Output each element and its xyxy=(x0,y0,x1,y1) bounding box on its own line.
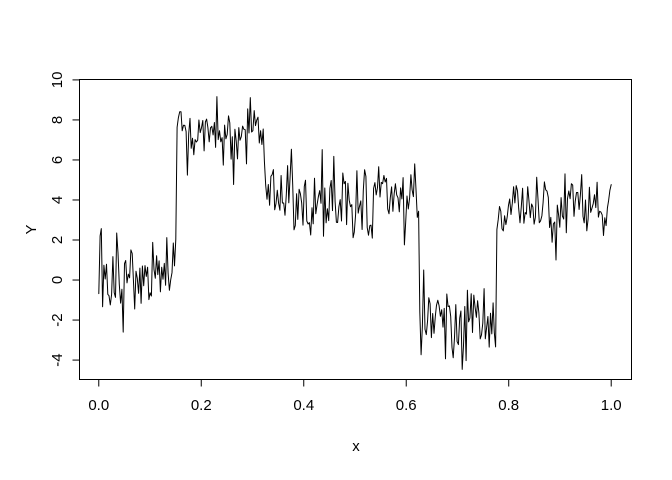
y-axis: -4 -2 0 2 4 6 8 10 xyxy=(49,72,80,367)
x-axis-label: x xyxy=(352,438,360,455)
plot-box xyxy=(79,79,632,380)
x-tick-label: 0.6 xyxy=(396,397,417,414)
x-tick-label: 1.0 xyxy=(601,397,622,414)
y-tick-label: 2 xyxy=(49,236,66,244)
y-tick-label: -2 xyxy=(49,313,66,326)
data-polyline xyxy=(98,96,612,370)
x-tick-label: 0.2 xyxy=(191,397,212,414)
y-tick-label: 0 xyxy=(49,276,66,284)
y-tick-label: 6 xyxy=(49,156,66,164)
x-tick-label: 0.0 xyxy=(88,397,109,414)
x-axis: 0.0 0.2 0.4 0.6 0.8 1.0 xyxy=(88,379,622,414)
x-tick-label: 0.8 xyxy=(498,397,519,414)
y-tick-label: 4 xyxy=(49,196,66,204)
data-series-group xyxy=(98,96,612,370)
x-tick-label: 0.4 xyxy=(293,397,314,414)
y-axis-label: Y xyxy=(23,224,40,234)
y-tick-label: -4 xyxy=(49,353,66,366)
y-tick-label: 8 xyxy=(49,116,66,124)
y-tick-label: 10 xyxy=(49,72,66,89)
